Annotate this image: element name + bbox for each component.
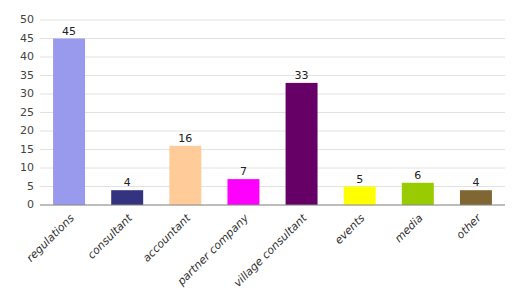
grid-line (40, 20, 505, 21)
data-label: 7 (240, 165, 247, 178)
grid-line (40, 205, 505, 206)
x-tick-label: accountant (140, 211, 193, 264)
x-tick-label: village consultant (231, 211, 310, 290)
y-tick-label: 25 (20, 106, 34, 119)
bar (111, 190, 143, 205)
x-tick-label: media (392, 211, 426, 245)
y-tick-label: 5 (27, 180, 34, 193)
bar (227, 179, 259, 205)
y-tick-label: 15 (20, 143, 34, 156)
x-tick-label: consultant (85, 211, 136, 262)
chart-container: 0 5 10 15 20 25 30 35 40 45 50 45 4 16 7 33 5 6 4 regulatio… (0, 0, 520, 291)
bar (53, 39, 85, 206)
data-label: 4 (472, 176, 479, 189)
data-label: 16 (178, 132, 192, 145)
grid-line (40, 186, 505, 187)
grid-line (40, 38, 505, 39)
grid-line (40, 94, 505, 95)
grid-line (40, 57, 505, 58)
bar (286, 83, 318, 205)
data-label: 45 (62, 25, 76, 38)
y-tick-label: 10 (20, 161, 34, 174)
x-tick-label: regulations (24, 211, 77, 264)
data-labels: 45 4 16 7 33 5 6 4 (62, 25, 479, 190)
grid-line (40, 112, 505, 113)
grid-line (40, 131, 505, 132)
x-axis: regulationsconsultantaccountantpartner c… (24, 211, 485, 290)
y-tick-label: 35 (20, 69, 34, 82)
bars (53, 39, 492, 206)
grid-line (40, 75, 505, 76)
x-tick-label: other (454, 211, 485, 242)
grid-line (40, 149, 505, 150)
x-tick-label: events (332, 211, 368, 247)
y-tick-label: 30 (20, 87, 34, 100)
y-tick-label: 50 (20, 13, 34, 26)
data-label: 4 (124, 176, 131, 189)
x-axis-line (40, 205, 505, 206)
bar (402, 183, 434, 205)
data-label: 5 (356, 173, 363, 186)
bar (169, 146, 201, 205)
chart: 0 5 10 15 20 25 30 35 40 45 50 45 4 16 7 33 5 6 4 regulatio… (0, 0, 520, 291)
y-tick-label: 45 (20, 32, 34, 45)
grid (40, 20, 505, 205)
y-tick-label: 20 (20, 124, 34, 137)
y-tick-label: 40 (20, 50, 34, 63)
y-tick-label: 0 (27, 198, 34, 211)
data-label: 6 (414, 169, 421, 182)
bar (460, 190, 492, 205)
bar (344, 187, 376, 206)
data-label: 33 (295, 69, 309, 82)
grid-line (40, 168, 505, 169)
y-axis: 0 5 10 15 20 25 30 35 40 45 50 (20, 13, 34, 211)
